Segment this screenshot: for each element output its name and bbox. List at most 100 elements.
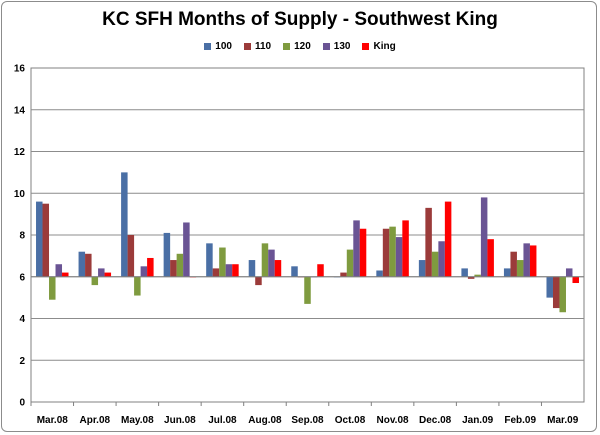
legend-swatch — [243, 43, 251, 50]
x-tick-label: Oct.08 — [335, 415, 366, 426]
y-tick-label: 0 — [19, 398, 25, 409]
bar-100-dec08 — [418, 260, 426, 277]
bars — [36, 172, 579, 313]
legend-swatch — [322, 43, 330, 50]
bar-120-aug08 — [261, 243, 269, 277]
bar-110-jul08 — [212, 268, 220, 277]
x-tick-label: Dec.08 — [419, 415, 452, 426]
bar-king-apr08 — [104, 272, 112, 277]
bar-130-jun08 — [183, 222, 190, 277]
bar-120-mar08 — [49, 276, 56, 300]
legend-item-120: 120 — [283, 41, 311, 52]
x-tick-label: May.08 — [121, 415, 154, 426]
bar-130-mar09 — [565, 268, 573, 277]
y-tick-label: 4 — [19, 314, 25, 325]
bar-100-may08 — [121, 172, 128, 277]
bar-king-aug08 — [274, 260, 282, 277]
bar-120-feb09 — [516, 260, 524, 277]
bar-king-nov08 — [402, 220, 409, 277]
bar-120-apr08 — [91, 276, 99, 286]
bar-100-sep08 — [291, 266, 298, 277]
bar-120-oct08 — [346, 249, 354, 277]
bar-110-jun08 — [170, 260, 177, 277]
legend-label: 120 — [294, 41, 311, 52]
bar-king-mar08 — [62, 272, 69, 277]
bar-110-may08 — [127, 235, 135, 277]
bar-100-jul08 — [206, 243, 213, 277]
y-tick-label: 16 — [14, 64, 26, 75]
bar-120-nov08 — [389, 226, 396, 277]
bar-king-jul08 — [232, 264, 239, 277]
bar-king-mar09 — [572, 276, 579, 284]
x-tick-label: Aug.08 — [248, 415, 282, 426]
bar-120-jul08 — [219, 247, 226, 277]
bar-120-jan09 — [474, 274, 481, 277]
y-tick-label: 8 — [19, 231, 25, 242]
x-tick-label: Jun.08 — [164, 415, 196, 426]
legend-label: 100 — [215, 41, 232, 52]
bar-110-nov08 — [382, 228, 390, 277]
bar-110-mar09 — [552, 276, 560, 309]
bar-100-mar09 — [546, 276, 553, 298]
bar-120-may08 — [134, 276, 141, 296]
bar-king-sep08 — [317, 264, 324, 277]
bar-100-jun08 — [163, 232, 171, 277]
bar-130-oct08 — [353, 220, 360, 277]
bar-130-may08 — [140, 266, 148, 277]
y-tick-label: 2 — [19, 356, 25, 367]
legend-label: King — [373, 41, 396, 52]
bar-130-jul08 — [225, 264, 233, 277]
legend-item-130: 130 — [322, 41, 351, 52]
bar-110-mar08 — [42, 203, 50, 277]
legend-item-100: 100 — [204, 41, 232, 52]
bar-100-apr08 — [78, 251, 86, 277]
bar-110-dec08 — [425, 207, 432, 277]
x-tick-label: Nov.08 — [377, 415, 409, 426]
legend-label: 110 — [254, 41, 272, 52]
bar-130-jan09 — [480, 197, 488, 277]
bar-king-dec08 — [444, 201, 452, 277]
x-tick-label: Apr.08 — [80, 415, 111, 426]
bar-king-jan09 — [487, 239, 494, 277]
bar-120-mar09 — [559, 276, 566, 313]
bar-120-sep08 — [304, 276, 311, 304]
bar-king-oct08 — [359, 228, 367, 277]
bar-130-aug08 — [268, 249, 275, 277]
y-tick-label: 14 — [14, 105, 26, 116]
chart-title: KC SFH Months of Supply - Southwest King — [102, 9, 498, 30]
legend-swatch — [362, 43, 370, 50]
legend-swatch — [204, 43, 212, 50]
bar-130-feb09 — [523, 243, 530, 277]
bar-100-feb09 — [503, 268, 511, 277]
bar-110-feb09 — [510, 251, 517, 277]
chart-legend: 100 110 120 130 King — [0, 41, 600, 52]
bar-130-mar08 — [55, 264, 63, 277]
bar-110-aug08 — [255, 276, 262, 286]
bar-130-nov08 — [395, 237, 403, 277]
bar-120-dec08 — [431, 251, 439, 277]
x-tick-label: Feb.09 — [504, 415, 536, 426]
x-tick-label: Mar.08 — [37, 415, 69, 426]
legend-swatch — [283, 43, 291, 50]
bar-100-aug08 — [248, 260, 256, 277]
legend-label: 130 — [333, 41, 351, 52]
bar-130-apr08 — [98, 268, 105, 277]
bar-100-nov08 — [376, 270, 383, 277]
legend-item-king: King — [362, 41, 396, 52]
x-tick-label: Sep.08 — [291, 415, 324, 426]
bar-130-dec08 — [438, 241, 445, 277]
bar-king-feb09 — [529, 245, 537, 277]
bar-120-jun08 — [176, 253, 184, 277]
y-tick-label: 10 — [14, 189, 26, 200]
bar-100-jan09 — [461, 268, 468, 277]
gridlines — [30, 67, 585, 403]
axes: 0 2 4 6 8 10 12 14 16 Mar.08 Apr.08 May.08 Jun.08 Jul… — [14, 64, 584, 426]
bar-110-apr08 — [85, 253, 92, 277]
legend-item-110: 110 — [243, 41, 272, 52]
y-tick-label: 6 — [19, 272, 25, 283]
x-tick-label: Jan.09 — [462, 415, 494, 426]
bar-110-jan09 — [467, 276, 475, 279]
bar-110-oct08 — [340, 272, 347, 277]
bar-100-mar08 — [36, 201, 43, 277]
